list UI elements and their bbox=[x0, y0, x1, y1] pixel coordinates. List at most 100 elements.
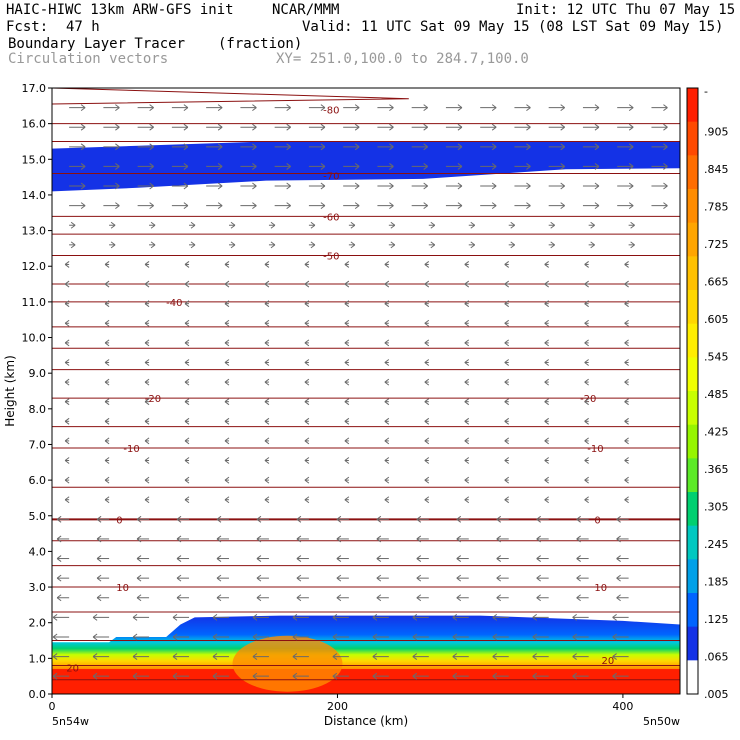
vector-arrowhead bbox=[304, 339, 310, 347]
vector-arrowhead bbox=[526, 163, 531, 170]
vector-arrowhead bbox=[296, 574, 302, 582]
contour-label: -50 bbox=[323, 252, 339, 263]
vector-arrowhead bbox=[384, 496, 390, 504]
vector-arrowhead bbox=[286, 143, 291, 151]
vector-arrowhead bbox=[286, 123, 291, 131]
vector-arrowhead bbox=[292, 653, 298, 660]
vector-arrowhead bbox=[389, 182, 394, 190]
vector-arrowhead bbox=[144, 437, 150, 445]
vector-arrowhead bbox=[176, 594, 182, 602]
contour-label: -10 bbox=[123, 444, 139, 455]
vector-arrowhead bbox=[256, 594, 262, 602]
vector-arrowhead bbox=[510, 241, 516, 249]
vector-arrowhead bbox=[354, 163, 360, 170]
vector-arrowhead bbox=[320, 182, 326, 190]
vector-arrowhead bbox=[464, 476, 470, 484]
vector-arrowhead bbox=[504, 457, 510, 464]
vector-arrowhead bbox=[496, 574, 502, 582]
vector-arrowhead bbox=[496, 515, 502, 523]
vector-arrowhead bbox=[628, 182, 634, 190]
contour-label: -10 bbox=[587, 444, 603, 455]
vector-arrowhead bbox=[624, 378, 629, 386]
vector-arrowhead bbox=[184, 496, 190, 504]
vector-arrowhead bbox=[336, 535, 342, 543]
vector-arrowhead bbox=[532, 613, 537, 621]
vector-arrowhead bbox=[526, 123, 531, 131]
vector-arrowhead bbox=[144, 261, 150, 268]
vector-arrowhead bbox=[252, 163, 257, 170]
vector-arrowhead bbox=[344, 417, 350, 425]
vector-arrowhead bbox=[544, 280, 549, 288]
vector-arrowhead bbox=[310, 221, 316, 229]
vector-arrowhead bbox=[491, 104, 497, 112]
vector-arrowhead bbox=[532, 653, 537, 660]
vector-arrowhead bbox=[150, 241, 156, 249]
vector-arrowhead bbox=[224, 339, 230, 347]
vector-arrowhead bbox=[184, 457, 190, 464]
vector-arrowhead bbox=[616, 574, 621, 582]
vector-arrowhead bbox=[64, 319, 70, 327]
vector-arrowhead bbox=[270, 221, 276, 229]
y-tick-label: 2.0 bbox=[29, 617, 47, 630]
vector-arrowhead bbox=[344, 319, 350, 327]
vector-arrowhead bbox=[464, 319, 470, 327]
vector-arrowhead bbox=[286, 163, 291, 170]
model-title: HAIC-HIWC 13km ARW-GFS init bbox=[6, 2, 234, 18]
vector-arrowhead bbox=[526, 104, 531, 112]
vector-arrowhead bbox=[612, 672, 617, 680]
colorbar-swatch bbox=[687, 525, 698, 560]
vector-arrowhead bbox=[296, 594, 302, 602]
vector-arrowhead bbox=[663, 202, 668, 210]
vector-arrowhead bbox=[372, 653, 378, 660]
colorbar-swatch bbox=[687, 593, 698, 628]
vector-arrowhead bbox=[332, 653, 338, 660]
x-axis-title: Distance (km) bbox=[324, 714, 408, 728]
vector-arrowhead bbox=[628, 202, 634, 210]
vector-arrowhead bbox=[372, 672, 378, 680]
colorbar-swatch bbox=[687, 357, 698, 392]
vector-arrowhead bbox=[504, 378, 510, 386]
vector-arrowhead bbox=[456, 594, 462, 602]
vector-arrowhead bbox=[526, 182, 531, 190]
vector-arrowhead bbox=[256, 574, 262, 582]
isotherm-line bbox=[51, 87, 409, 105]
fcst-label: Fcst: bbox=[6, 19, 49, 35]
vector-arrowhead bbox=[172, 613, 178, 621]
vector-arrowhead bbox=[286, 104, 291, 112]
vector-arrowhead bbox=[491, 163, 497, 170]
vector-arrowhead bbox=[96, 555, 102, 562]
colorbar-label: .185 bbox=[704, 576, 729, 589]
vector-arrowhead bbox=[217, 123, 223, 131]
vector-arrowhead bbox=[584, 280, 589, 288]
vector-arrowhead bbox=[464, 280, 470, 288]
vector-arrowhead bbox=[184, 476, 190, 484]
vector-arrowhead bbox=[630, 241, 635, 249]
vector-arrowhead bbox=[504, 280, 510, 288]
vector-arrowhead bbox=[424, 339, 430, 347]
vector-arrowhead bbox=[336, 594, 342, 602]
vector-arrowhead bbox=[457, 123, 463, 131]
colorbar-swatch bbox=[687, 458, 698, 493]
colorbar-label: .485 bbox=[704, 388, 729, 401]
vector-arrowhead bbox=[624, 398, 629, 406]
contour-label: -80 bbox=[323, 105, 339, 116]
vector-arrowhead bbox=[70, 241, 76, 249]
vector-arrowhead bbox=[115, 123, 120, 131]
vector-arrowhead bbox=[424, 359, 430, 366]
vector-arrowhead bbox=[256, 535, 262, 543]
vector-arrowhead bbox=[183, 143, 189, 151]
vector-arrowhead bbox=[64, 437, 70, 445]
vector-arrowhead bbox=[624, 496, 629, 504]
vector-arrowhead bbox=[264, 261, 270, 268]
vector-arrowhead bbox=[389, 202, 394, 210]
vector-arrowhead bbox=[149, 143, 154, 151]
y-tick-label: 12.0 bbox=[22, 260, 47, 273]
vector-arrowhead bbox=[456, 535, 462, 543]
vector-arrowhead bbox=[304, 476, 310, 484]
vector-arrowhead bbox=[184, 398, 190, 406]
vector-arrowhead bbox=[144, 359, 150, 366]
vector-arrowhead bbox=[264, 437, 270, 445]
vector-arrowhead bbox=[384, 417, 390, 425]
vector-arrowhead bbox=[217, 182, 223, 190]
y-tick-label: 17.0 bbox=[22, 82, 47, 95]
